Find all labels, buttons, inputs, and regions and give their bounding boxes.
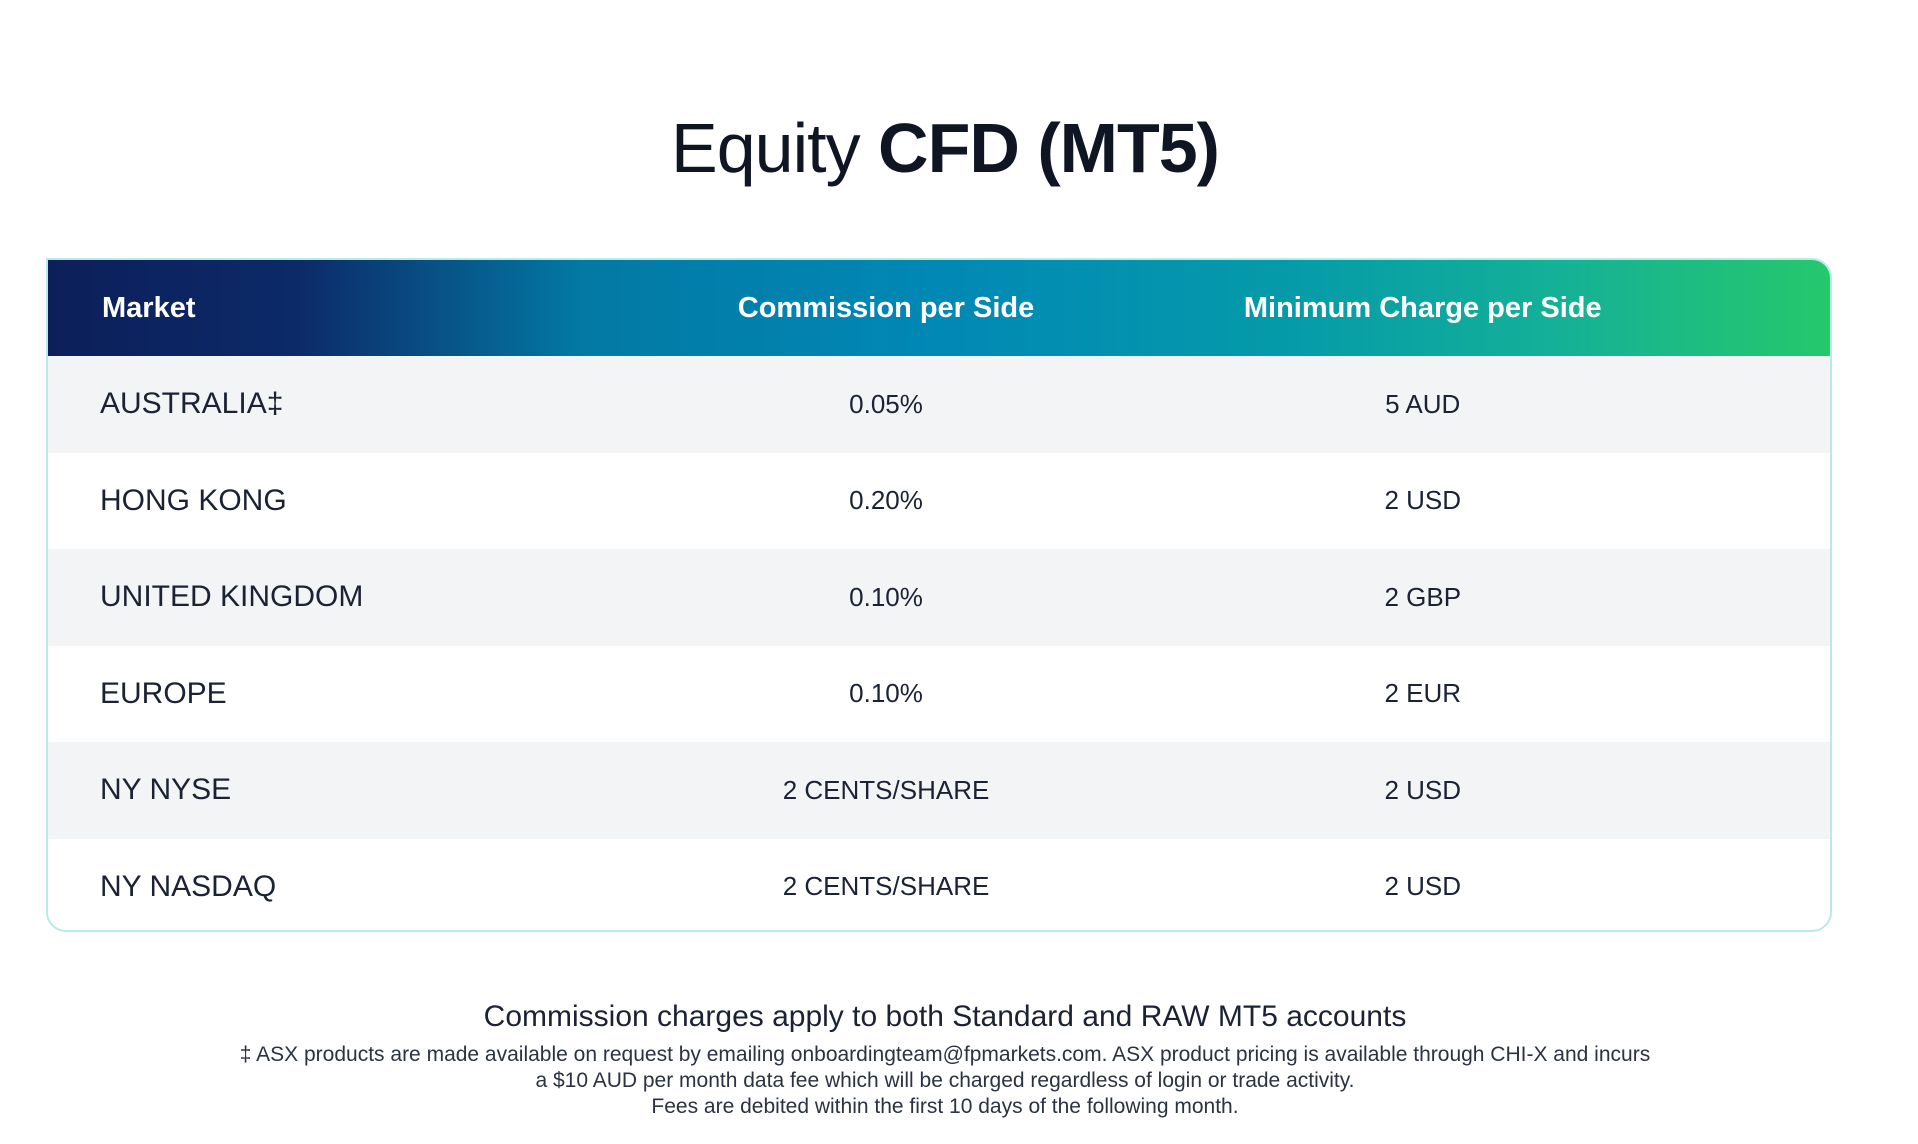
minimum-charge-cell: 2 USD bbox=[1384, 485, 1462, 516]
market-cell: AUSTRALIA‡ bbox=[100, 387, 284, 421]
commission-cell: 0.10% bbox=[849, 678, 923, 709]
table-header: Market Commission per Side Minimum Charg… bbox=[48, 260, 1830, 356]
market-cell: HONG KONG bbox=[100, 483, 287, 517]
header-minimum-charge: Minimum Charge per Side bbox=[1243, 291, 1602, 324]
header-market: Market bbox=[102, 291, 196, 324]
commission-cell: 2 CENTS/SHARE bbox=[782, 774, 990, 805]
footnote-line: Fees are debited within the first 10 day… bbox=[651, 1095, 1239, 1118]
pricing-table: Market Commission per Side Minimum Charg… bbox=[46, 258, 1832, 932]
commission-cell: 0.20% bbox=[849, 485, 923, 516]
commission-cell: 2 CENTS/SHARE bbox=[782, 871, 990, 902]
table-row: UNITED KINGDOM 0.10% 2 GBP bbox=[48, 549, 1830, 646]
table-row: HONG KONG 0.20% 2 USD bbox=[48, 452, 1830, 549]
minimum-charge-cell: 2 GBP bbox=[1384, 581, 1462, 612]
table-row: EUROPE 0.10% 2 EUR bbox=[48, 645, 1830, 742]
commission-note: Commission charges apply to both Standar… bbox=[483, 1000, 1407, 1033]
commission-cell: 0.05% bbox=[849, 388, 923, 419]
asx-footnote: ‡ ASX products are made available on req… bbox=[180, 1042, 1710, 1120]
table-body: AUSTRALIA‡ 0.05% 5 AUD HONG KONG 0.20% 2… bbox=[48, 356, 1830, 930]
minimum-charge-cell: 5 AUD bbox=[1385, 388, 1461, 419]
page-title-bold: CFD (MT5) bbox=[878, 109, 1220, 187]
header-commission: Commission per Side bbox=[737, 291, 1035, 324]
market-cell: UNITED KINGDOM bbox=[100, 580, 364, 614]
minimum-charge-cell: 2 EUR bbox=[1384, 678, 1462, 709]
commission-cell: 0.10% bbox=[849, 581, 923, 612]
minimum-charge-cell: 2 USD bbox=[1384, 774, 1462, 805]
market-cell: NY NASDAQ bbox=[100, 869, 277, 903]
table-row: AUSTRALIA‡ 0.05% 5 AUD bbox=[48, 356, 1830, 453]
page-title-light: Equity bbox=[671, 109, 861, 187]
footnote-line: a $10 AUD per month data fee which will … bbox=[535, 1069, 1355, 1092]
table-row: NY NASDAQ 2 CENTS/SHARE 2 USD bbox=[48, 838, 1830, 930]
page-title: Equity CFD (MT5) bbox=[0, 100, 1890, 196]
table-row: NY NYSE 2 CENTS/SHARE 2 USD bbox=[48, 742, 1830, 839]
market-cell: NY NYSE bbox=[100, 773, 232, 807]
minimum-charge-cell: 2 USD bbox=[1384, 871, 1462, 902]
footnote-line: ‡ ASX products are made available on req… bbox=[239, 1043, 1651, 1066]
market-cell: EUROPE bbox=[100, 676, 227, 710]
